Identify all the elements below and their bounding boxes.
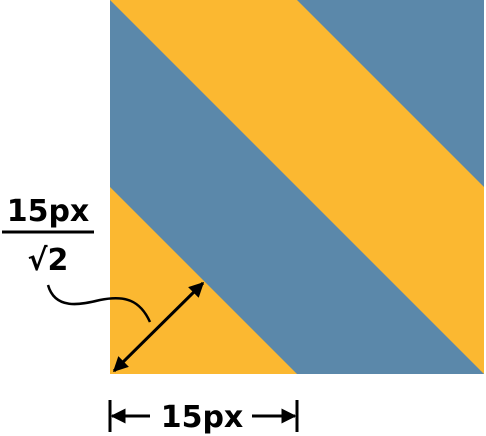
width-label: 15px [161,400,244,435]
yellow-stripe [110,0,484,374]
denominator: √2 [28,243,69,278]
leader-curve [46,284,152,323]
numerator: 15px [7,194,90,229]
diagonal-arrow [112,281,205,373]
